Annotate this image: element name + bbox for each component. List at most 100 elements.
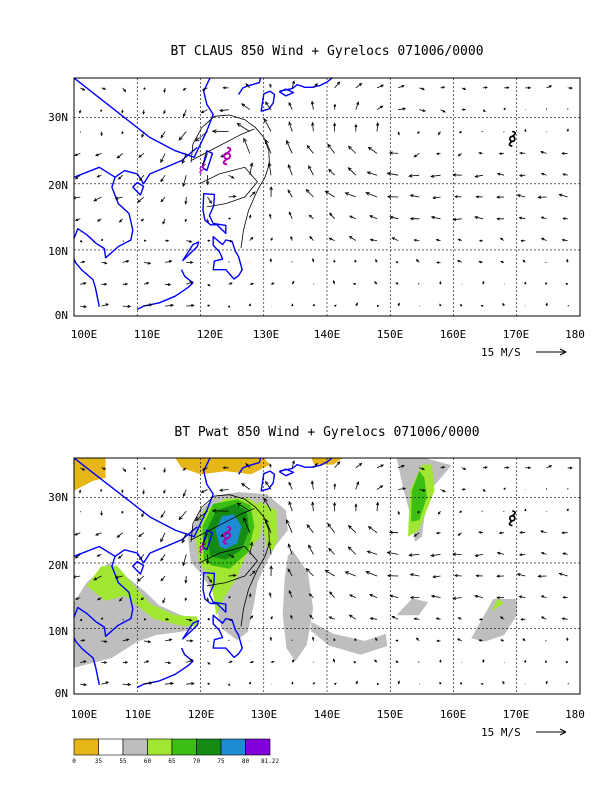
wind-vector-head — [100, 109, 103, 113]
wind-vector-head — [329, 591, 333, 595]
colorbar-swatch — [98, 738, 124, 756]
wind-vector-head — [506, 86, 510, 90]
wind-vector-head — [194, 137, 200, 142]
coastline — [74, 458, 214, 538]
wind-vector-head — [201, 87, 206, 91]
lat-tick-label: 0N — [55, 687, 68, 700]
coastline — [74, 78, 214, 158]
wind-vector-head — [324, 190, 329, 195]
wind-vector — [160, 510, 166, 518]
wind-vector-head — [178, 136, 183, 141]
wind-vector — [288, 211, 293, 219]
wind-vector-head — [367, 146, 372, 151]
wind-vector-head — [561, 238, 565, 242]
wind-vector-head — [369, 215, 373, 219]
wind-vector-head — [269, 186, 273, 191]
lat-tick-label: 20N — [48, 179, 68, 192]
wind-vector — [117, 532, 123, 538]
wind-vector — [497, 552, 505, 555]
wind-vector-head — [349, 594, 353, 598]
wind-vector-head — [269, 592, 272, 596]
lon-tick-label: 180 — [565, 708, 585, 721]
wind-vector-head — [397, 132, 400, 136]
wind-vector-head — [170, 303, 175, 308]
vector-ref-arrowhead — [559, 348, 567, 356]
wind-vector-head — [269, 463, 272, 467]
wind-vector-head — [265, 518, 269, 524]
wind-vector — [546, 510, 548, 512]
wind-vector — [249, 542, 253, 555]
wind-vector-head — [386, 574, 392, 578]
wind-vector — [355, 463, 362, 469]
colorbar-swatch — [245, 738, 271, 756]
wind-vector-head — [308, 165, 312, 170]
wind-vector — [369, 215, 378, 220]
wind-vector-head — [227, 305, 231, 308]
wind-vector-head — [422, 488, 427, 492]
wind-vector-head — [265, 101, 269, 106]
colorbar-tick-label: 60 — [144, 758, 152, 765]
wind-vector-head — [498, 152, 502, 155]
wind-vector — [369, 594, 378, 598]
wind-vector — [288, 590, 293, 598]
wind-vector-head — [143, 239, 147, 242]
lon-tick-label: 110E — [125, 708, 152, 721]
wind-vector — [249, 162, 253, 176]
wind-vector-head — [160, 159, 164, 164]
wind-vector-head — [96, 218, 101, 222]
pwat-shade-region — [74, 458, 106, 491]
wind-vector-head — [82, 260, 86, 264]
coastline — [74, 146, 198, 185]
wind-vector — [368, 526, 378, 534]
wind-vector — [263, 498, 272, 512]
wind-vector — [207, 196, 212, 204]
wind-vector — [219, 489, 229, 491]
wind-vector-head — [386, 551, 391, 555]
tropical-cyclone-symbols — [199, 510, 517, 554]
wind-vector-head — [561, 531, 565, 535]
wind-vector-head — [189, 618, 193, 622]
wind-vector — [368, 146, 378, 154]
wind-vector — [165, 682, 174, 685]
wind-vector-head — [329, 212, 333, 217]
wind-vector-head — [312, 303, 315, 307]
wind-vector — [311, 101, 314, 110]
wind-vector — [306, 524, 314, 533]
wind-vector — [431, 554, 441, 557]
wind-vector-head — [380, 464, 385, 468]
wind-vector-head — [168, 260, 173, 264]
wind-vector-head — [182, 113, 186, 118]
wind-vector-head — [189, 281, 194, 285]
wind-vector-head — [306, 524, 311, 529]
wind-vector — [355, 101, 359, 110]
wind-vector-head — [332, 501, 337, 506]
wind-vector — [160, 554, 166, 561]
wind-vector-head — [160, 134, 164, 139]
wind-vector-head — [104, 282, 108, 286]
wind-vector-head — [518, 553, 523, 557]
wind-vector-head — [308, 214, 312, 218]
wind-vector-head — [463, 87, 467, 90]
wind-vector-head — [263, 497, 268, 503]
wind-vector-head — [430, 553, 435, 558]
wind-vector-head — [245, 83, 249, 87]
wind-vector-head — [561, 617, 565, 621]
gyre-track-line — [199, 166, 258, 208]
wind-vector — [143, 682, 153, 685]
wind-vector-head — [146, 660, 150, 663]
wind-vector — [387, 551, 399, 555]
wind-vector-head — [243, 517, 247, 522]
wind-vector-head — [227, 683, 231, 686]
wind-vector-head — [116, 534, 121, 538]
wind-vector — [475, 174, 483, 178]
wind-vector-head — [229, 282, 233, 285]
wind-vector-head — [248, 592, 252, 597]
wind-vector-head — [288, 101, 292, 106]
wind-vector-head — [430, 594, 435, 599]
wind-vector-head — [566, 128, 569, 132]
wind-vector-head — [310, 480, 315, 485]
wind-vector — [75, 554, 81, 559]
wind-vector — [413, 153, 420, 158]
wind-vector-head — [540, 172, 545, 176]
wind-vector — [160, 196, 166, 202]
